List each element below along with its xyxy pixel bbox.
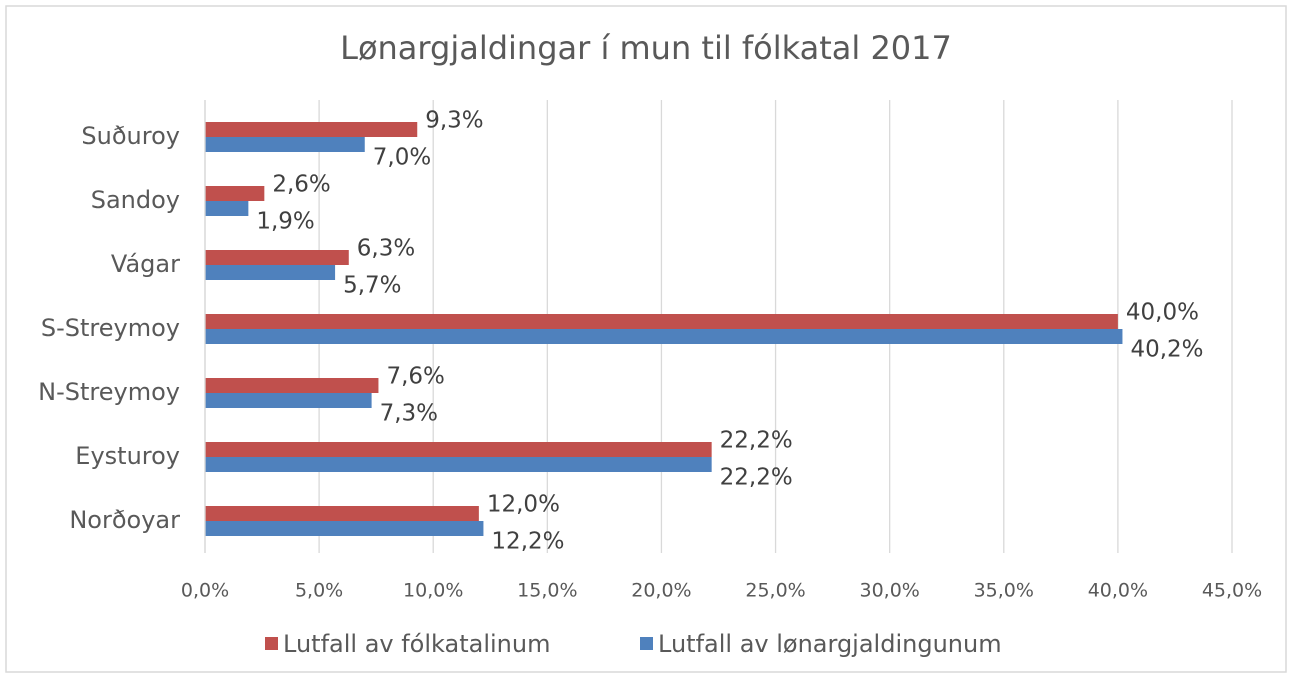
y-tick-label: Norðoyar	[69, 506, 180, 534]
bar	[205, 265, 336, 280]
x-tick-label: 25,0%	[745, 580, 805, 602]
x-tick-label: 30,0%	[859, 580, 919, 602]
legend-label: Lutfall av lønargjaldingunum	[658, 630, 1002, 658]
value-label: 7,3%	[380, 401, 438, 427]
y-tick-label: Eysturoy	[75, 442, 180, 470]
value-label: 22,2%	[720, 428, 793, 454]
y-tick-label: Sandoy	[91, 186, 180, 214]
x-tick-label: 40,0%	[1088, 580, 1148, 602]
x-tick-label: 15,0%	[517, 580, 577, 602]
legend-swatch	[640, 637, 653, 650]
value-label: 7,0%	[373, 145, 431, 171]
value-label: 12,2%	[491, 529, 564, 555]
x-tick-label: 10,0%	[403, 580, 463, 602]
bar	[205, 442, 712, 457]
value-label: 40,2%	[1130, 337, 1203, 363]
x-tick-label: 35,0%	[974, 580, 1034, 602]
legend-label: Lutfall av fólkatalinum	[283, 630, 550, 658]
value-label: 2,6%	[272, 172, 330, 198]
value-label: 40,0%	[1126, 300, 1199, 326]
bar	[205, 521, 484, 536]
value-label: 7,6%	[386, 364, 444, 390]
bar	[205, 122, 418, 137]
value-label: 5,7%	[343, 273, 401, 299]
bar	[205, 457, 712, 472]
bar	[205, 201, 249, 216]
value-label: 12,0%	[487, 492, 560, 518]
value-label: 22,2%	[720, 465, 793, 491]
bar	[205, 137, 365, 152]
bar	[205, 329, 1123, 344]
y-tick-label: S-Streymoy	[41, 314, 180, 342]
value-label: 6,3%	[357, 236, 415, 262]
bar	[205, 393, 372, 408]
chart-title: Lønargjaldingar í mun til fólkatal 2017	[340, 29, 952, 67]
value-label: 1,9%	[256, 209, 314, 235]
y-tick-label: Vágar	[111, 250, 180, 278]
y-tick-label: Suðuroy	[81, 122, 180, 150]
y-tick-label: N-Streymoy	[38, 378, 180, 406]
bar	[205, 314, 1118, 329]
bar	[205, 250, 349, 265]
x-tick-label: 5,0%	[295, 580, 343, 602]
legend-swatch	[265, 637, 278, 650]
bar	[205, 506, 479, 521]
value-label: 9,3%	[425, 108, 483, 134]
bar	[205, 186, 265, 201]
x-tick-label: 45,0%	[1202, 580, 1262, 602]
bar	[205, 378, 379, 393]
x-tick-label: 0,0%	[181, 580, 229, 602]
x-tick-label: 20,0%	[631, 580, 691, 602]
